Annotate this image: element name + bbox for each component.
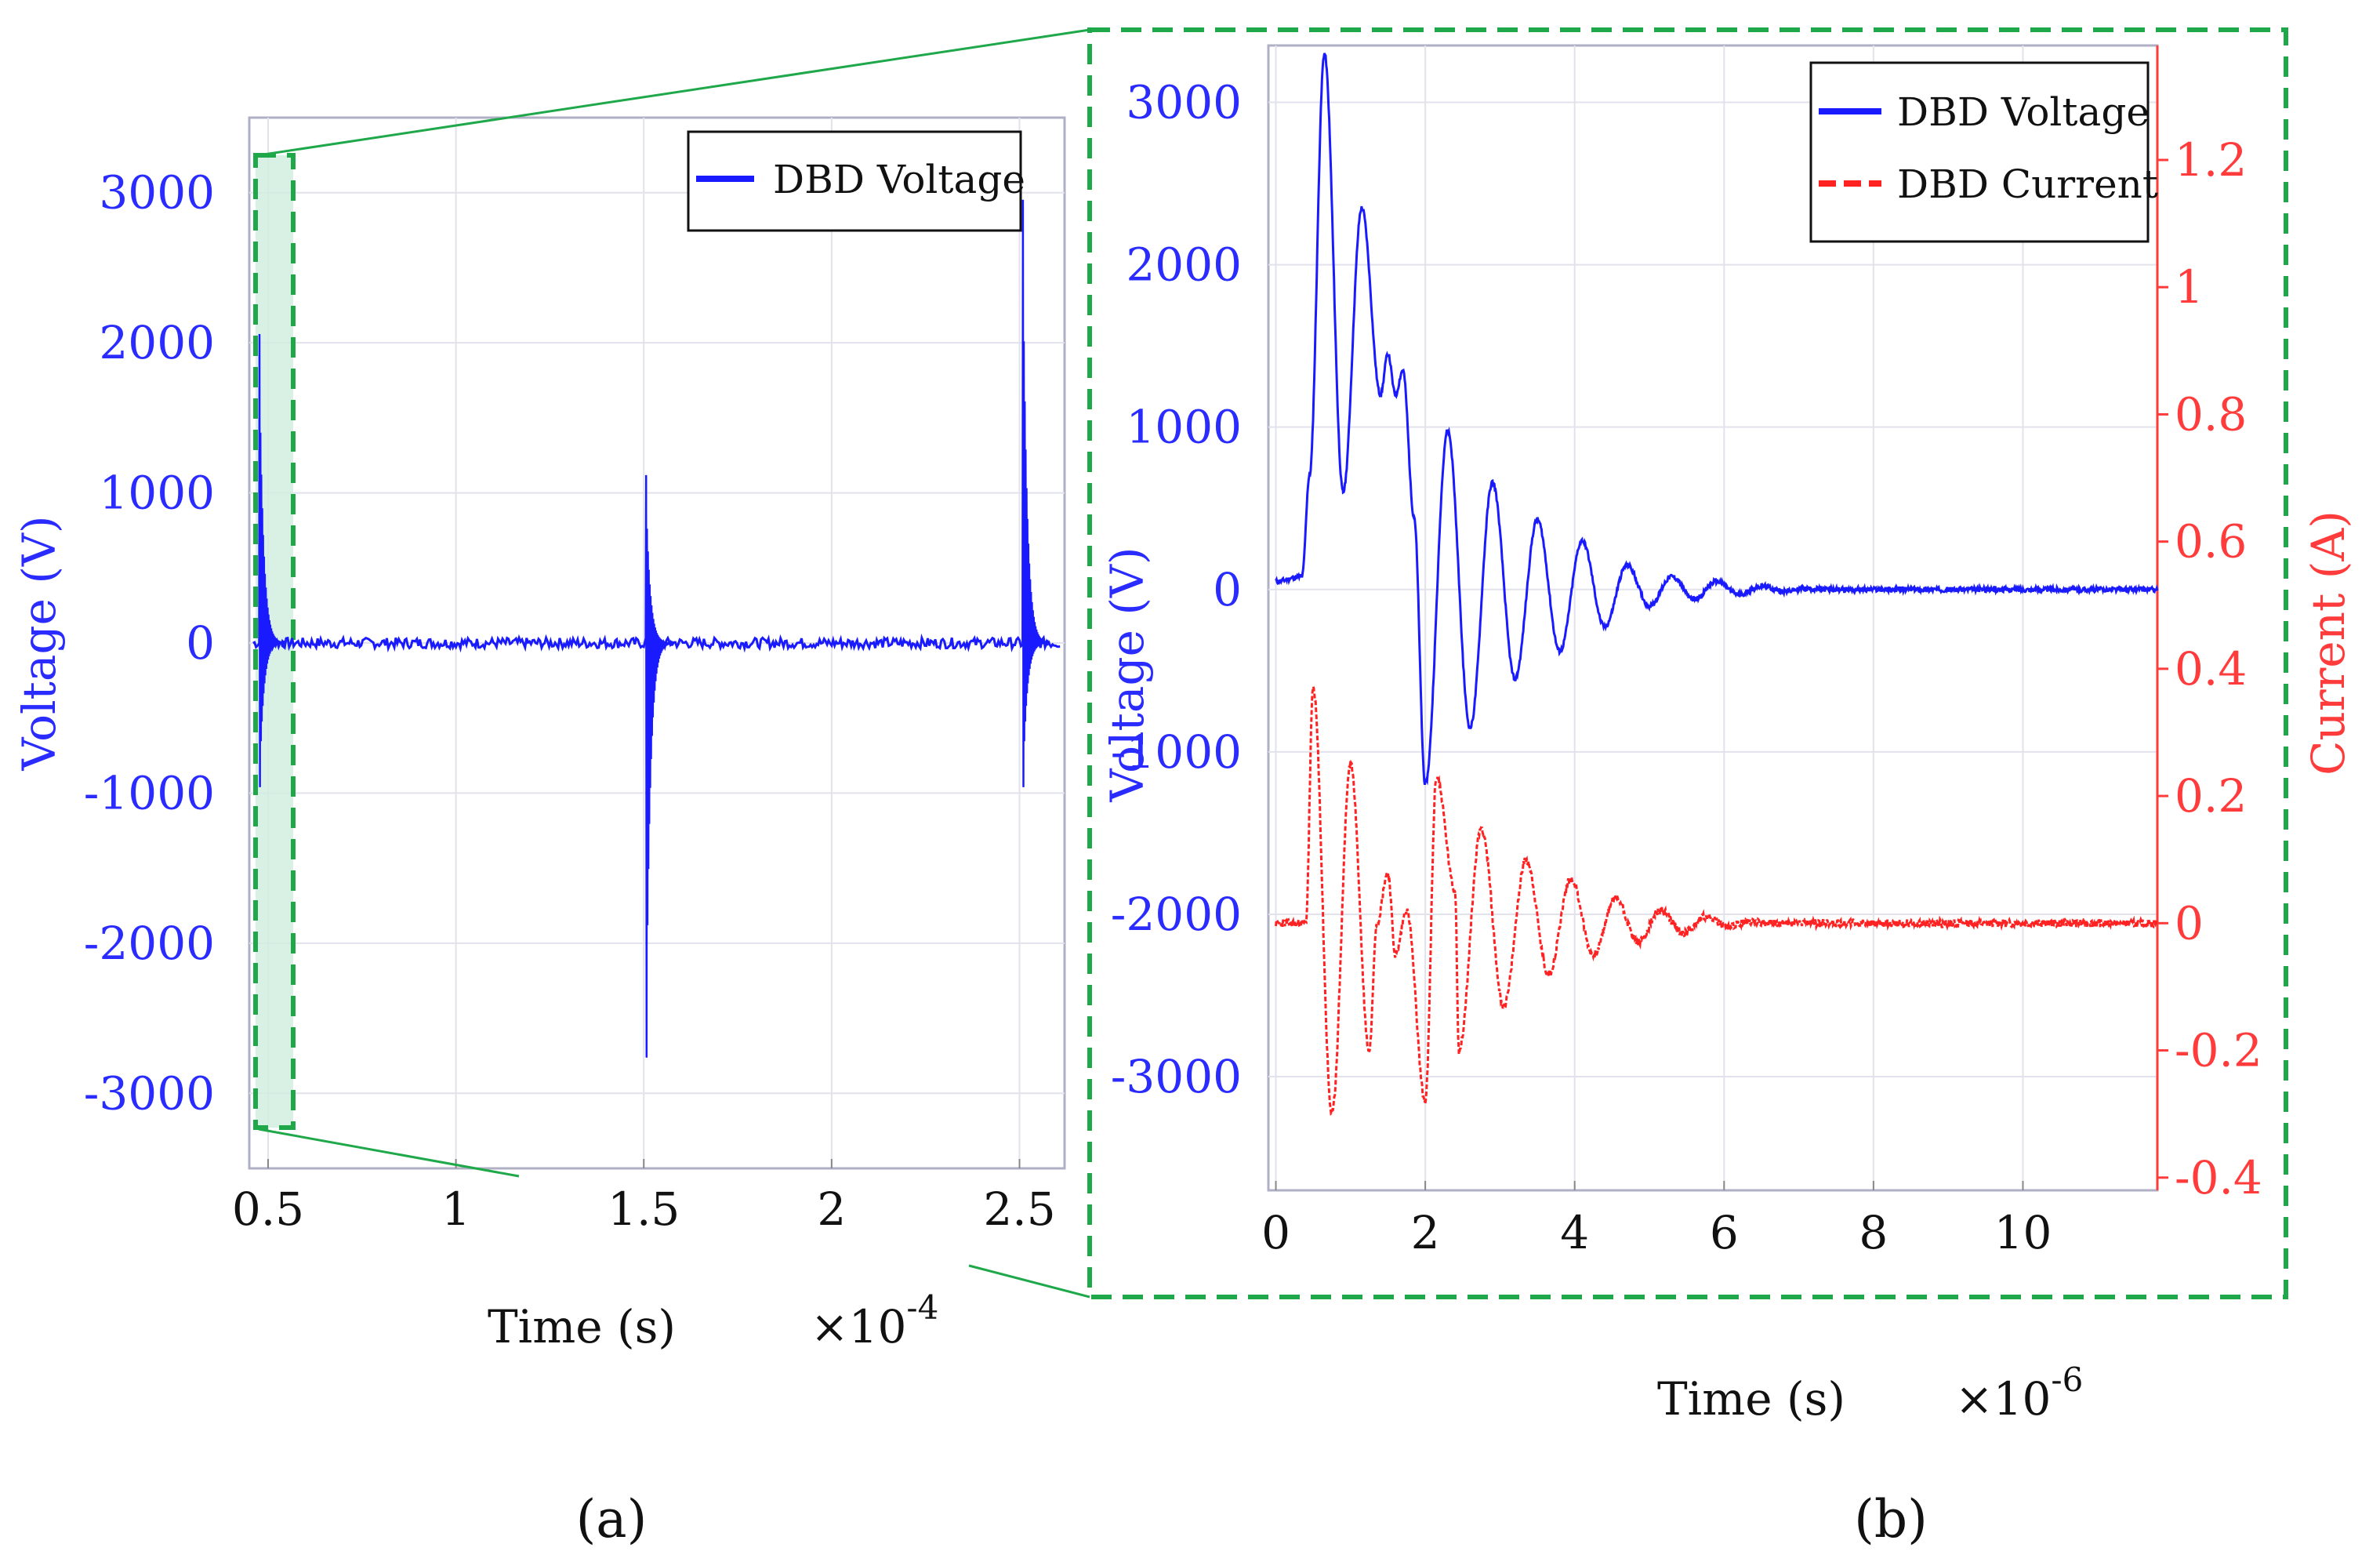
zoom-connector-top <box>258 28 1090 157</box>
legend-b-current-label: DBD Current <box>1897 162 2158 207</box>
chart-a-xlabel: Time (s) <box>488 1300 676 1353</box>
chart-b-y-right-tick-label: -0.4 <box>2175 1151 2262 1204</box>
chart-a-y-tick-label: 3000 <box>99 166 215 220</box>
chart-a: 3000 2000 1000 0 -1000 -2000 -3000 0.5 1 1.5 2 2.5… <box>13 116 1066 1353</box>
chart-b-y-right-tick-label: 0.8 <box>2175 387 2247 441</box>
chart-b-legend: DBD Voltage DBD Current <box>1809 61 2158 243</box>
chart-a-x-tick-label: 2.5 <box>983 1182 1055 1236</box>
chart-b-y-right-tick-label: 0.4 <box>2175 642 2247 696</box>
chart-b-xlabel: Time (s) <box>1657 1372 1845 1426</box>
chart-b-y-right-tick-label: 1.2 <box>2175 133 2247 187</box>
chart-b-x-multiplier: ×10-6 <box>1955 1360 2083 1426</box>
chart-b-x-tick-label: 8 <box>1859 1206 1888 1259</box>
zoom-connector-bottom-right <box>968 1264 1090 1299</box>
chart-a-voltage-pulse <box>258 333 287 787</box>
chart-b-y-right-ticks: 1.2 1 0.8 0.6 0.4 0.2 0 -0.2 -0.4 <box>2157 133 2262 1204</box>
chart-a-y-ticks: 3000 2000 1000 0 -1000 -2000 -3000 <box>84 166 215 1121</box>
chart-b-ylabel-right: Current (A) <box>2302 510 2355 776</box>
chart-b-y-right-tick-label: 0 <box>2175 896 2204 950</box>
chart-a-x-multiplier: ×10-4 <box>811 1288 938 1353</box>
chart-b-y-right-tick-label: 1 <box>2175 260 2204 314</box>
chart-b-x-tick-label: 4 <box>1560 1206 1589 1259</box>
chart-b-y-left-tick-label: 2000 <box>1126 238 1242 292</box>
chart-a-legend: DBD Voltage <box>687 130 1025 232</box>
chart-b-current-line <box>1275 686 2159 1116</box>
chart-a-voltage-pulse <box>1021 199 1050 787</box>
chart-b-y-left-tick-label: -1000 <box>1111 725 1242 779</box>
chart-a-y-tick-label: 0 <box>186 616 215 670</box>
chart-a-y-tick-label: -3000 <box>84 1066 215 1120</box>
chart-b-ylabel-left: Voltage (V) <box>1101 547 1154 803</box>
chart-b-x-tick-label: 2 <box>1411 1206 1440 1259</box>
chart-a-ylabel: Voltage (V) <box>13 516 66 772</box>
legend-b-voltage-label: DBD Voltage <box>1897 89 2150 135</box>
chart-b-x-tick-label: 0 <box>1261 1206 1290 1259</box>
chart-a-x-ticks: 0.5 1 1.5 2 2.5 <box>232 1159 1056 1236</box>
chart-a-x-tick-label: 0.5 <box>232 1182 304 1236</box>
chart-a-y-tick-label: -2000 <box>84 917 215 970</box>
chart-a-grid <box>249 118 1065 1168</box>
chart-b-x-tick-label: 6 <box>1710 1206 1739 1259</box>
chart-b-x-ticks: 0 2 4 6 8 10 <box>1261 1181 2052 1259</box>
chart-b-y-left-tick-label: 1000 <box>1126 401 1242 454</box>
chart-a-x-tick-label: 1.5 <box>608 1182 680 1236</box>
chart-a-voltage-pulse <box>644 474 674 1058</box>
chart-a-y-tick-label: 2000 <box>99 316 215 369</box>
chart-b-series <box>1275 53 2159 1116</box>
chart-b-y-right-tick-label: 0.6 <box>2175 515 2247 568</box>
legend-voltage-label: DBD Voltage <box>773 157 1025 202</box>
chart-a-series <box>252 199 1061 1058</box>
chart-b-x-tick-label: 10 <box>1994 1206 2052 1259</box>
chart-b-y-right-tick-label: 0.2 <box>2175 769 2247 823</box>
chart-a-y-tick-label: -1000 <box>84 766 215 819</box>
chart-b-y-left-tick-label: 3000 <box>1126 75 1242 129</box>
chart-b-y-left-tick-label: -2000 <box>1111 888 1242 941</box>
panel-label-a: (a) <box>576 1489 648 1549</box>
chart-a-x-tick-label: 1 <box>441 1182 470 1236</box>
chart-b-y-left-tick-label: -3000 <box>1111 1050 1242 1103</box>
chart-a-x-tick-label: 2 <box>817 1182 846 1236</box>
zoom-panel-frame <box>1087 27 2288 1299</box>
chart-b-y-right-tick-label: -0.2 <box>2175 1024 2262 1077</box>
zoom-connector-bottom <box>258 1128 520 1178</box>
chart-a-y-tick-label: 1000 <box>99 467 215 520</box>
panel-label-b: (b) <box>1854 1489 1928 1549</box>
zoom-region-box <box>253 153 296 1130</box>
chart-b-voltage-line <box>1275 53 2159 786</box>
chart-b-y-left-tick-label: 0 <box>1213 563 1242 616</box>
chart-b-y-left-ticks: 3000 2000 1000 0 -1000 -2000 -3000 <box>1111 75 1242 1103</box>
